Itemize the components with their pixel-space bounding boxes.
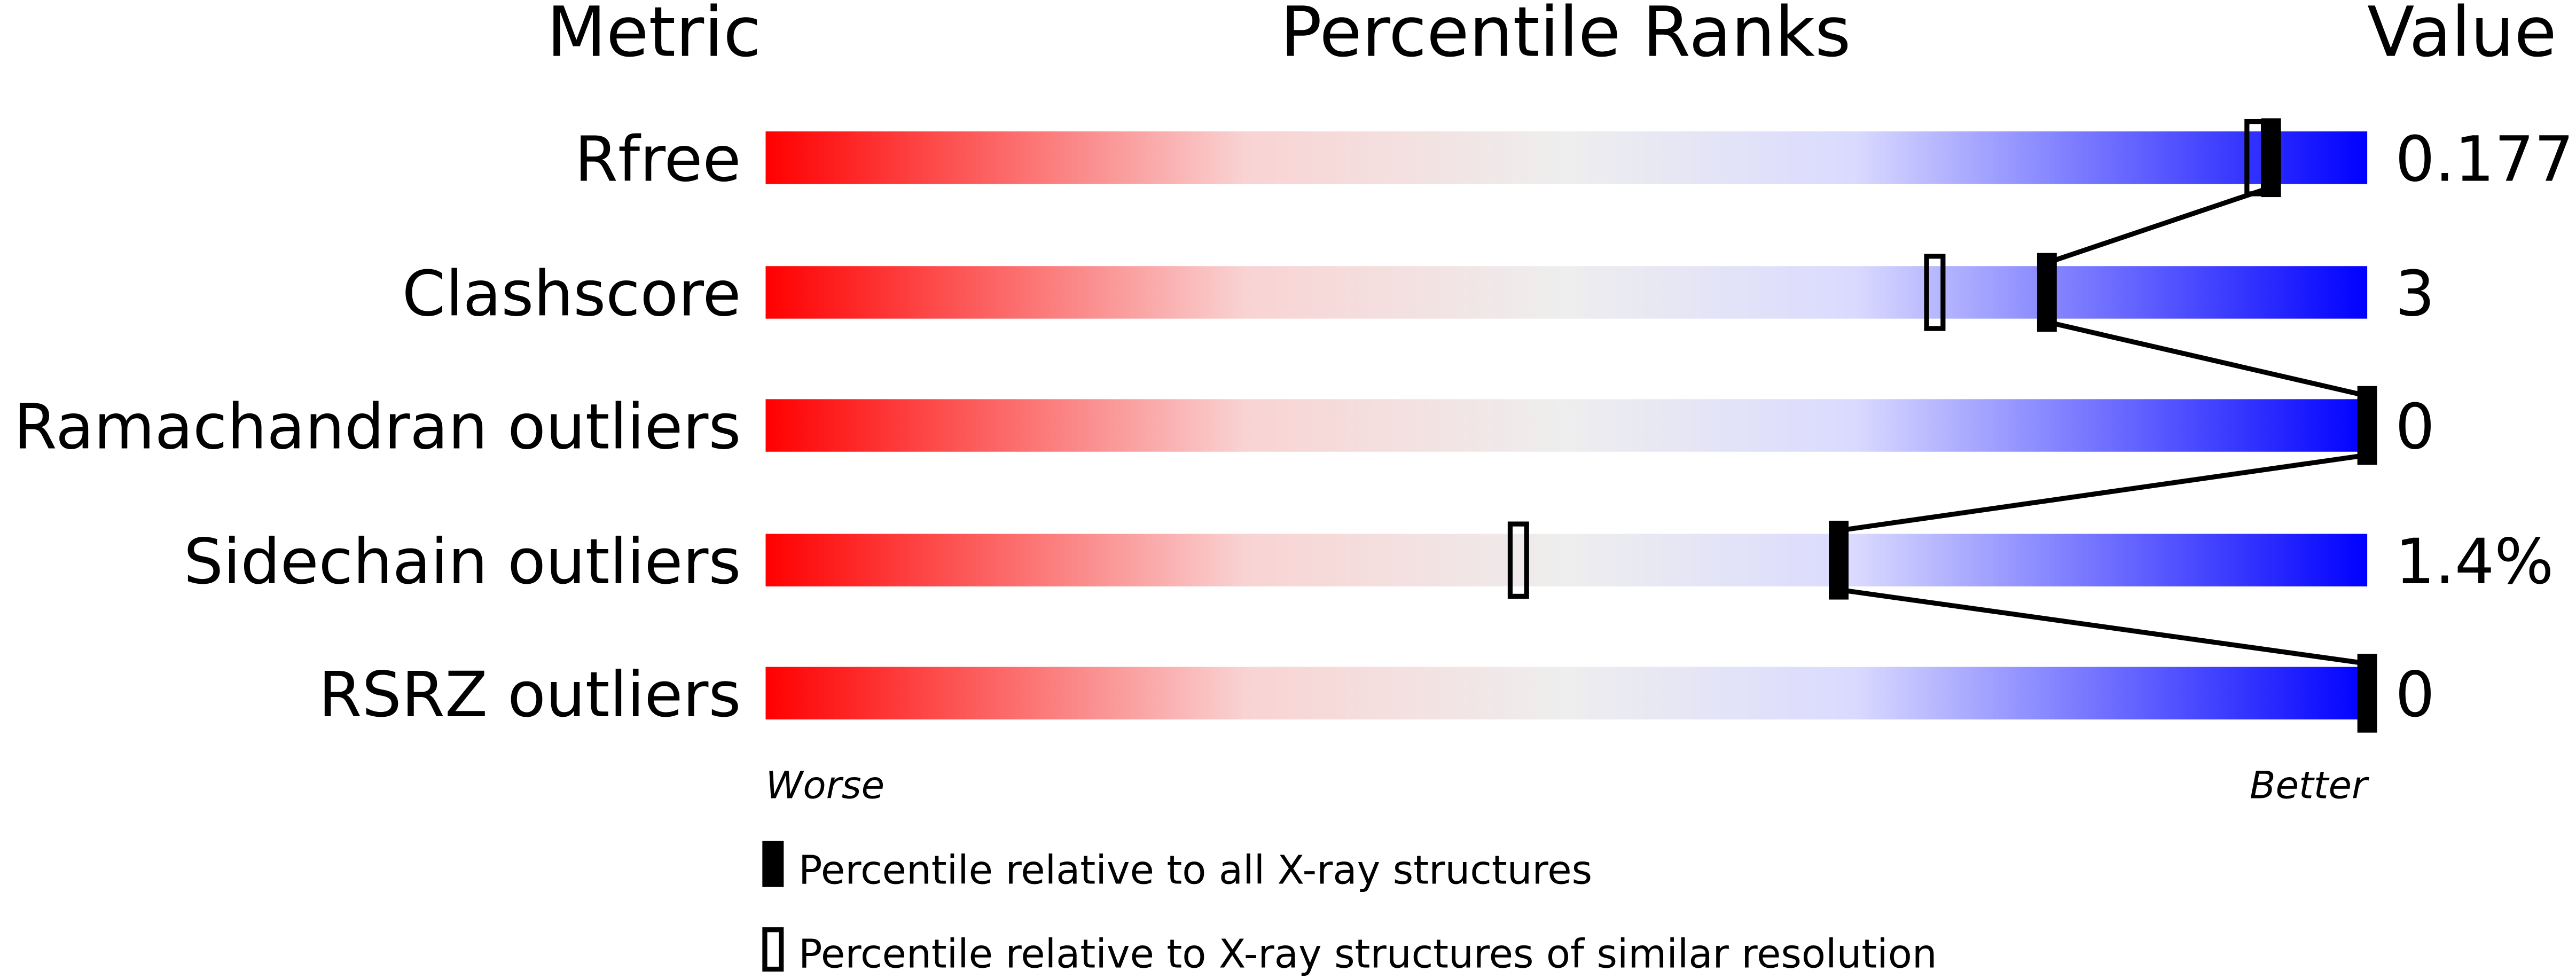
metric-label: Sidechain outliers [184, 526, 741, 598]
all-structures-marker [1829, 520, 1849, 600]
all-structures-marker [2037, 253, 2057, 332]
legend-open-marker [762, 927, 784, 972]
metric-value: 0 [2395, 391, 2434, 464]
marker-connector-line [1838, 587, 2368, 667]
similar-resolution-marker [1507, 521, 1529, 599]
percentile-bar [765, 534, 2368, 586]
axis-worse-label: Worse [765, 763, 884, 808]
percentile-bar [765, 399, 2368, 452]
all-structures-marker [2357, 386, 2377, 465]
similar-resolution-marker [1924, 254, 1946, 331]
legend-filled-marker [762, 841, 784, 887]
metric-label: Rfree [575, 123, 741, 195]
metric-value: 0 [2395, 659, 2434, 731]
metric-value: 3 [2395, 257, 2434, 330]
header-metric: Metric [547, 0, 762, 73]
legend-open-label: Percentile relative to X-ray structures … [798, 931, 1937, 977]
metric-value: 0.177 [2395, 123, 2574, 195]
all-structures-marker [2357, 654, 2377, 733]
metric-value: 1.4% [2395, 526, 2554, 598]
all-structures-marker [2261, 118, 2281, 198]
percentile-bar [765, 667, 2368, 720]
percentile-bar [765, 131, 2368, 184]
header-value: Value [2367, 0, 2557, 73]
percentile-bar [765, 266, 2368, 319]
metric-label: RSRZ outliers [318, 659, 741, 731]
metric-label: Ramachandran outliers [13, 391, 741, 464]
legend-filled-label: Percentile relative to all X-ray structu… [798, 848, 1592, 894]
header-percentile-ranks: Percentile Ranks [1280, 0, 1851, 73]
marker-connector-line [1838, 452, 2368, 533]
axis-better-label: Better [2250, 763, 2369, 808]
marker-connector-line [2046, 319, 2368, 398]
marker-connector-line [2046, 185, 2272, 265]
metric-label: Clashscore [402, 257, 741, 330]
